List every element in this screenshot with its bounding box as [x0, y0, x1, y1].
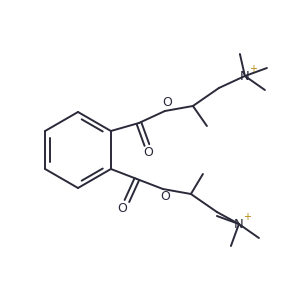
- Text: O: O: [143, 147, 153, 160]
- Text: N: N: [234, 217, 244, 230]
- Text: +: +: [249, 64, 257, 74]
- Text: +: +: [243, 212, 251, 222]
- Text: O: O: [160, 190, 170, 204]
- Text: O: O: [162, 96, 172, 109]
- Text: O: O: [117, 202, 127, 215]
- Text: N: N: [240, 69, 250, 82]
